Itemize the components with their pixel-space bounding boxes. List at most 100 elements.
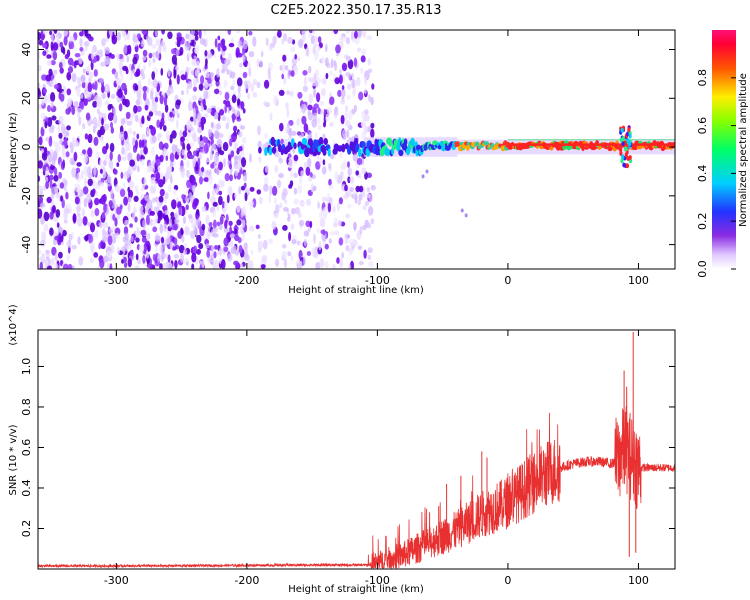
spectrogram-noise-blob [225, 100, 231, 108]
spectrogram-noise-blob [182, 130, 188, 138]
spectrogram-noise-blob [83, 40, 90, 47]
spectrogram-noise-blob [43, 146, 48, 154]
spectrogram-noise-blob [338, 237, 344, 246]
spectrogram-noise-blob [312, 45, 316, 54]
spectrogram-noise-blob [135, 230, 141, 238]
spectrogram-noise-blob [45, 252, 50, 259]
spectrogram-noise-blob [113, 169, 118, 175]
spectrogram-noise-blob [278, 172, 284, 179]
spectrogram-noise-blob [224, 219, 228, 229]
spectrogram-noise-blob [199, 176, 203, 185]
spectrogram-noise-blob [120, 73, 124, 83]
spectrogram-noise-blob [140, 158, 145, 166]
spectrogram-noise-blob [84, 235, 89, 242]
spectrogram-noise-blob [307, 158, 312, 168]
spectrogram-noise-blob [201, 223, 206, 231]
spectrogram-noise-blob [60, 195, 64, 202]
spectrogram-noise-blob [222, 45, 227, 52]
spectrogram-noise-blob [134, 185, 139, 192]
spectrogram-noise-blob [52, 150, 58, 162]
spectrogram-noise-blob [167, 254, 171, 263]
spectrogram-noise-blob [79, 92, 84, 99]
spectrogram-noise-blob [289, 90, 294, 97]
spectrogram-noise-blob [110, 94, 116, 99]
spectrogram-noise-blob [213, 54, 217, 59]
spectrogram-noise-blob [55, 192, 60, 199]
spectrogram-noise-blob [93, 136, 99, 146]
spectrogram-noise-blob [158, 179, 164, 188]
spectrogram-noise-blob [168, 218, 173, 229]
spectrogram-noise-blob [117, 154, 122, 163]
spectrogram-noise-blob [234, 108, 241, 118]
spectrogram-noise-blob [73, 61, 77, 69]
spectrogram-noise-blob [322, 133, 326, 140]
spectrogram-noise-blob [140, 39, 145, 48]
spectrogram-noise-blob [127, 186, 130, 193]
spectrogram-noise-blob [47, 105, 51, 112]
spectrogram-noise-blob [313, 35, 318, 44]
spectrogram-noise-blob [229, 138, 233, 147]
spectrogram-noise-blob [217, 35, 221, 41]
spectrogram-noise-blob [84, 91, 90, 98]
spectrogram-noise-blob [338, 220, 342, 227]
spectrogram-noise-blob [283, 258, 287, 269]
spectrogram-noise-blob [53, 167, 58, 176]
spectrogram-noise-blob [101, 117, 104, 126]
spectrogram-noise-blob [214, 111, 219, 120]
spectrogram-noise-blob [142, 85, 148, 92]
spectrogram-noise-blob [203, 143, 209, 154]
spectrogram-noise-blob [103, 203, 107, 214]
spectrogram-noise-blob [76, 162, 82, 167]
spectrogram-noise-blob [75, 87, 81, 93]
spectrogram-noise-blob [308, 65, 312, 74]
peak-blob [621, 154, 625, 160]
spectrogram-noise-blob [366, 172, 372, 179]
spectrogram-noise-blob [157, 210, 163, 219]
signal-blob [360, 141, 366, 149]
spectrogram-noise-blob [147, 245, 150, 252]
spectrogram-noise-blob [159, 94, 164, 105]
peak-blob [628, 133, 632, 139]
spectrogram-noise-blob [294, 207, 301, 215]
bottom-x-axis-label: Height of straight line (km) [288, 584, 424, 595]
spectrogram-noise-blob [198, 151, 203, 159]
spectrogram-noise-blob [313, 249, 319, 259]
spectrogram-noise-blob [279, 202, 283, 209]
spectrogram-noise-blob [176, 32, 182, 38]
spectrogram-noise-blob [198, 95, 204, 102]
spectrogram-noise-blob [257, 233, 261, 240]
spectrogram-noise-blob [338, 74, 343, 85]
spectrogram-noise-blob [213, 233, 219, 238]
spectrogram-noise-blob [146, 263, 153, 269]
spectrogram-noise-blob [329, 96, 335, 105]
spectrogram-noise-blob [268, 44, 273, 51]
spectrogram-noise-blob [153, 101, 158, 111]
spectrogram-noise-blob [127, 127, 133, 135]
spectrogram-noise-blob [218, 133, 224, 139]
spectrogram-noise-blob [319, 217, 326, 228]
spectrogram-noise-blob [185, 204, 189, 211]
spectrogram-noise-blob [194, 35, 199, 41]
spectrogram-noise-blob [371, 83, 375, 90]
spectrogram-noise-blob [293, 187, 298, 195]
spectrogram-noise-blob [210, 72, 215, 78]
spectrogram-noise-blob [129, 159, 136, 167]
spectrogram-noise-blob [315, 81, 320, 88]
spectrogram-noise-blob [200, 116, 207, 125]
spectrogram-noise-blob [248, 67, 252, 77]
spectrogram-noise-blob [179, 46, 184, 56]
snr-frame [37, 329, 676, 570]
spectrogram-noise-blob [53, 174, 59, 182]
spectrogram-noise-blob [74, 100, 79, 108]
spectrogram-noise-blob [86, 66, 90, 74]
spectrogram-noise-blob [101, 38, 106, 47]
spectrogram-noise-blob [61, 229, 67, 237]
spectrogram-noise-blob [65, 151, 70, 158]
spectrogram-noise-blob [340, 114, 345, 125]
spectrogram-noise-blob [159, 188, 165, 197]
signal-blob [293, 142, 297, 150]
spectrogram-noise-blob [209, 150, 213, 161]
spectrogram-noise-blob [48, 68, 53, 77]
spectrogram-noise-blob [92, 100, 98, 108]
spectrogram-noise-blob [160, 68, 164, 76]
